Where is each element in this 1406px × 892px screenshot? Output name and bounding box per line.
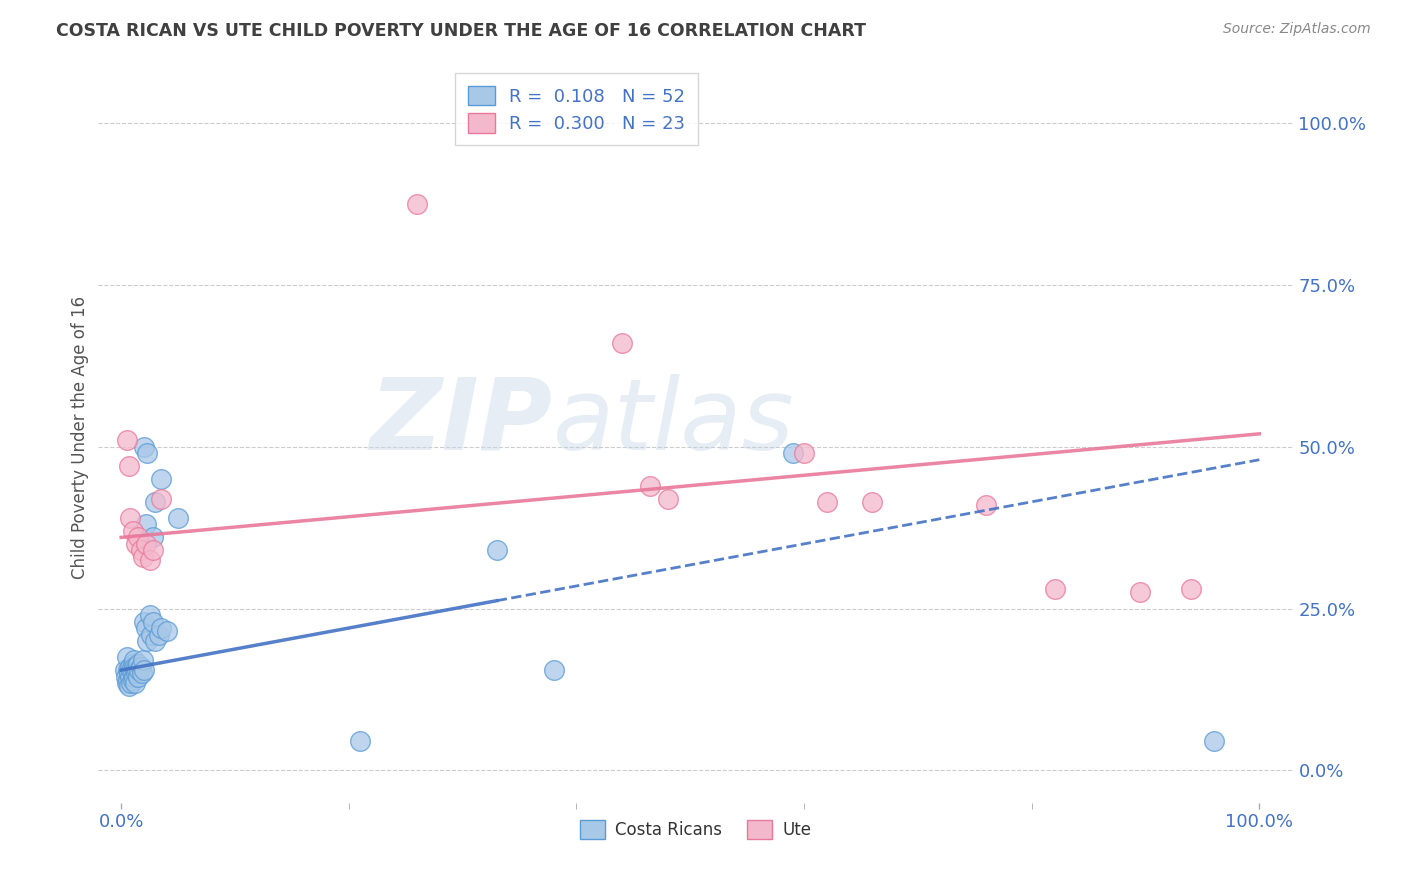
Point [129,660,152,674]
Point [132,615,155,629]
Legend: Costa Ricans, Ute: Costa Ricans, Ute [574,814,818,846]
Point [117,663,139,677]
Point [135,621,157,635]
Point [1043,582,1066,597]
Point [114,663,136,677]
Point [127,657,149,671]
Point [124,676,146,690]
Point [143,634,166,648]
Point [657,491,679,506]
Point [120,669,142,683]
Point [150,621,173,635]
Point [128,663,150,677]
Point [640,478,662,492]
Point [125,537,148,551]
Point [121,657,143,671]
Point [120,511,142,525]
Point [131,666,153,681]
Point [127,669,149,683]
Point [118,679,141,693]
Point [782,446,804,460]
Point [127,663,149,677]
Point [138,608,160,623]
Point [974,498,997,512]
Point [1180,582,1202,597]
Point [125,660,148,674]
Point [120,660,142,674]
Point [132,663,155,677]
Text: Source: ZipAtlas.com: Source: ZipAtlas.com [1223,22,1371,37]
Point [148,627,170,641]
Point [143,495,166,509]
Text: COSTA RICAN VS UTE CHILD POVERTY UNDER THE AGE OF 16 CORRELATION CHART: COSTA RICAN VS UTE CHILD POVERTY UNDER T… [56,22,866,40]
Point [115,434,138,448]
Point [120,676,142,690]
Point [142,530,165,544]
Point [142,615,165,629]
Point [129,543,152,558]
Point [125,666,148,681]
Point [115,650,138,665]
Point [815,495,838,509]
Point [139,627,162,641]
Point [121,524,143,538]
Point [543,663,565,677]
Point [136,634,159,648]
Point [127,530,149,544]
Point [142,543,165,558]
Point [610,336,633,351]
Point [138,553,160,567]
Point [115,676,138,690]
Point [860,495,883,509]
Point [132,440,155,454]
Point [156,624,179,639]
Point [150,472,173,486]
Point [793,446,815,460]
Y-axis label: Child Poverty Under the Age of 16: Child Poverty Under the Age of 16 [70,295,89,579]
Point [135,517,157,532]
Point [1202,734,1225,748]
Point [135,537,157,551]
Point [150,491,173,506]
Point [167,511,190,525]
Point [118,459,141,474]
Point [132,653,155,667]
Point [485,543,508,558]
Point [121,666,143,681]
Point [120,663,142,677]
Point [118,666,141,681]
Point [122,653,145,667]
Point [114,669,136,683]
Point [122,669,145,683]
Point [1129,585,1152,599]
Point [121,673,143,687]
Text: atlas: atlas [553,374,794,471]
Point [132,549,155,564]
Text: ZIP: ZIP [370,374,553,471]
Point [122,660,145,674]
Point [124,663,146,677]
Point [406,197,429,211]
Point [136,446,159,460]
Point [349,734,371,748]
Point [117,673,139,687]
